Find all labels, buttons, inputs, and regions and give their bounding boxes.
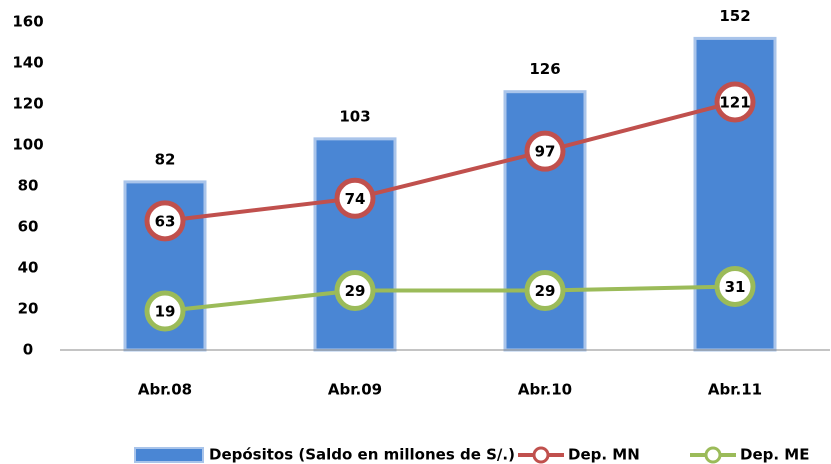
- y-tick-label: 0: [23, 341, 33, 359]
- line-value-label: 29: [345, 282, 366, 300]
- line: [164, 100, 736, 223]
- bar-value-label: 152: [719, 7, 750, 25]
- y-tick-label: 20: [18, 300, 39, 318]
- line-value-label: 31: [725, 278, 746, 296]
- line-marker: [714, 265, 756, 307]
- line-value-label: 74: [345, 190, 366, 208]
- line-marker: [144, 200, 186, 242]
- y-tick-label: 40: [18, 259, 39, 277]
- line-marker: [524, 130, 566, 172]
- y-tick-label: 60: [18, 218, 39, 236]
- line-marker: [144, 290, 186, 332]
- legend-label: Dep. MN: [568, 446, 640, 464]
- line-marker: [334, 270, 376, 312]
- bar: [313, 137, 397, 352]
- line-value-label: 29: [535, 282, 556, 300]
- legend-swatch: [532, 446, 550, 464]
- line: [164, 284, 736, 314]
- line-value-label: 121: [719, 93, 750, 111]
- y-tick-label: 120: [12, 95, 43, 113]
- bar-value-label: 103: [339, 107, 370, 125]
- bar: [503, 90, 587, 352]
- x-tick-label: Abr.11: [708, 381, 762, 399]
- bar-value-label: 126: [529, 60, 560, 78]
- legend-swatch: [134, 447, 204, 463]
- y-tick-label: 100: [12, 136, 43, 154]
- line-value-label: 63: [155, 212, 176, 230]
- line-value-label: 97: [535, 143, 556, 161]
- line-value-label: 19: [155, 303, 176, 321]
- line-marker: [524, 270, 566, 312]
- line-marker: [714, 81, 756, 123]
- line-marker: [334, 177, 376, 219]
- y-tick-label: 160: [12, 13, 43, 31]
- x-tick-label: Abr.08: [138, 381, 192, 399]
- legend-label: Depósitos (Saldo en millones de S/.): [209, 446, 515, 464]
- bar-value-label: 82: [155, 150, 176, 168]
- legend-swatch: [704, 446, 722, 464]
- x-tick-label: Abr.10: [518, 381, 572, 399]
- y-tick-label: 140: [12, 54, 43, 72]
- legend-label: Dep. ME: [740, 446, 809, 464]
- x-tick-label: Abr.09: [328, 381, 382, 399]
- y-tick-label: 80: [18, 177, 39, 195]
